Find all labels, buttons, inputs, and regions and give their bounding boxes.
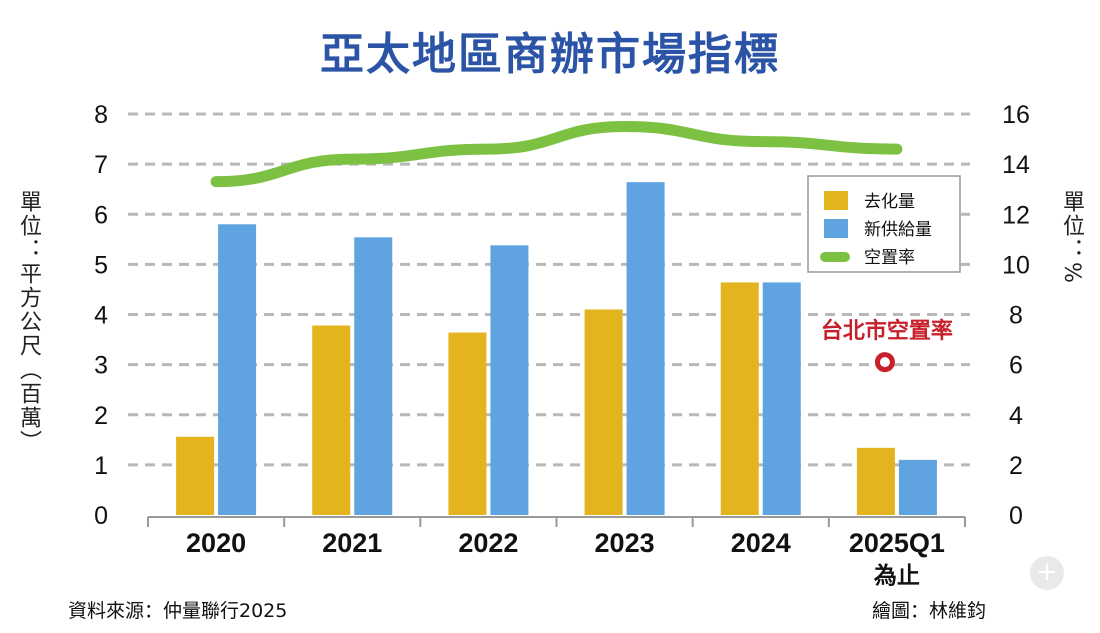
legend-swatch <box>820 252 850 262</box>
zoom-in-icon[interactable]: + <box>1030 556 1064 590</box>
right-tick-label: 2 <box>1009 452 1023 480</box>
bar-new-supply <box>354 237 393 515</box>
legend-label: 新供給量 <box>864 220 932 240</box>
right-tick-label: 14 <box>1002 151 1030 179</box>
left-tick-label: 2 <box>94 402 108 430</box>
bar-new-supply <box>762 282 801 515</box>
left-axis-label: 單位：平方公尺（百萬） <box>16 190 41 454</box>
right-tick-label: 0 <box>1009 502 1023 530</box>
right-axis-label: 單位：% <box>1059 190 1084 285</box>
legend-swatch <box>824 191 848 210</box>
left-tick-label: 4 <box>94 302 108 330</box>
bar-absorption <box>176 436 215 515</box>
legend-label: 空置率 <box>864 248 915 268</box>
category-label: 2024 <box>731 528 791 558</box>
bar-absorption <box>448 332 487 515</box>
left-tick-label: 6 <box>94 201 108 229</box>
right-tick-label: 16 <box>1002 101 1030 129</box>
bar-absorption <box>856 447 895 515</box>
left-tick-label: 5 <box>94 251 108 279</box>
left-tick-label: 8 <box>94 101 108 129</box>
vacancy-rate-line <box>210 121 903 188</box>
bar-new-supply <box>218 224 257 515</box>
credit-note: 繪圖：林維鈞 <box>872 600 987 622</box>
category-label: 2022 <box>458 528 518 558</box>
taipei-vacancy-marker <box>874 352 895 373</box>
chart-title: 亞太地區商辦市場指標 <box>320 29 780 80</box>
bar-absorption <box>584 309 623 515</box>
category-label: 2020 <box>186 528 246 558</box>
category-label: 2025Q1 <box>849 528 945 558</box>
category-label: 2021 <box>322 528 382 558</box>
right-tick-label: 6 <box>1009 352 1023 380</box>
left-tick-label: 3 <box>94 352 108 380</box>
legend-label: 去化量 <box>864 192 915 212</box>
bar-new-supply <box>626 182 665 516</box>
category-label: 2023 <box>595 528 655 558</box>
legend-swatch <box>824 219 848 238</box>
right-tick-label: 8 <box>1009 302 1023 330</box>
bar-new-supply <box>490 245 529 515</box>
bar-absorption <box>312 325 351 515</box>
left-tick-label: 0 <box>94 502 108 530</box>
left-tick-label: 7 <box>94 151 108 179</box>
bar-new-supply <box>898 459 937 515</box>
taipei-vacancy-label: 台北市空置率 <box>821 318 953 344</box>
right-tick-label: 4 <box>1009 402 1023 430</box>
source-note: 資料來源：仲量聯行2025 <box>68 600 288 622</box>
category-sublabel: 為止 <box>874 562 920 589</box>
right-tick-label: 10 <box>1002 251 1030 279</box>
left-tick-label: 1 <box>94 452 108 480</box>
bar-absorption <box>720 282 759 515</box>
right-tick-label: 12 <box>1002 201 1030 229</box>
